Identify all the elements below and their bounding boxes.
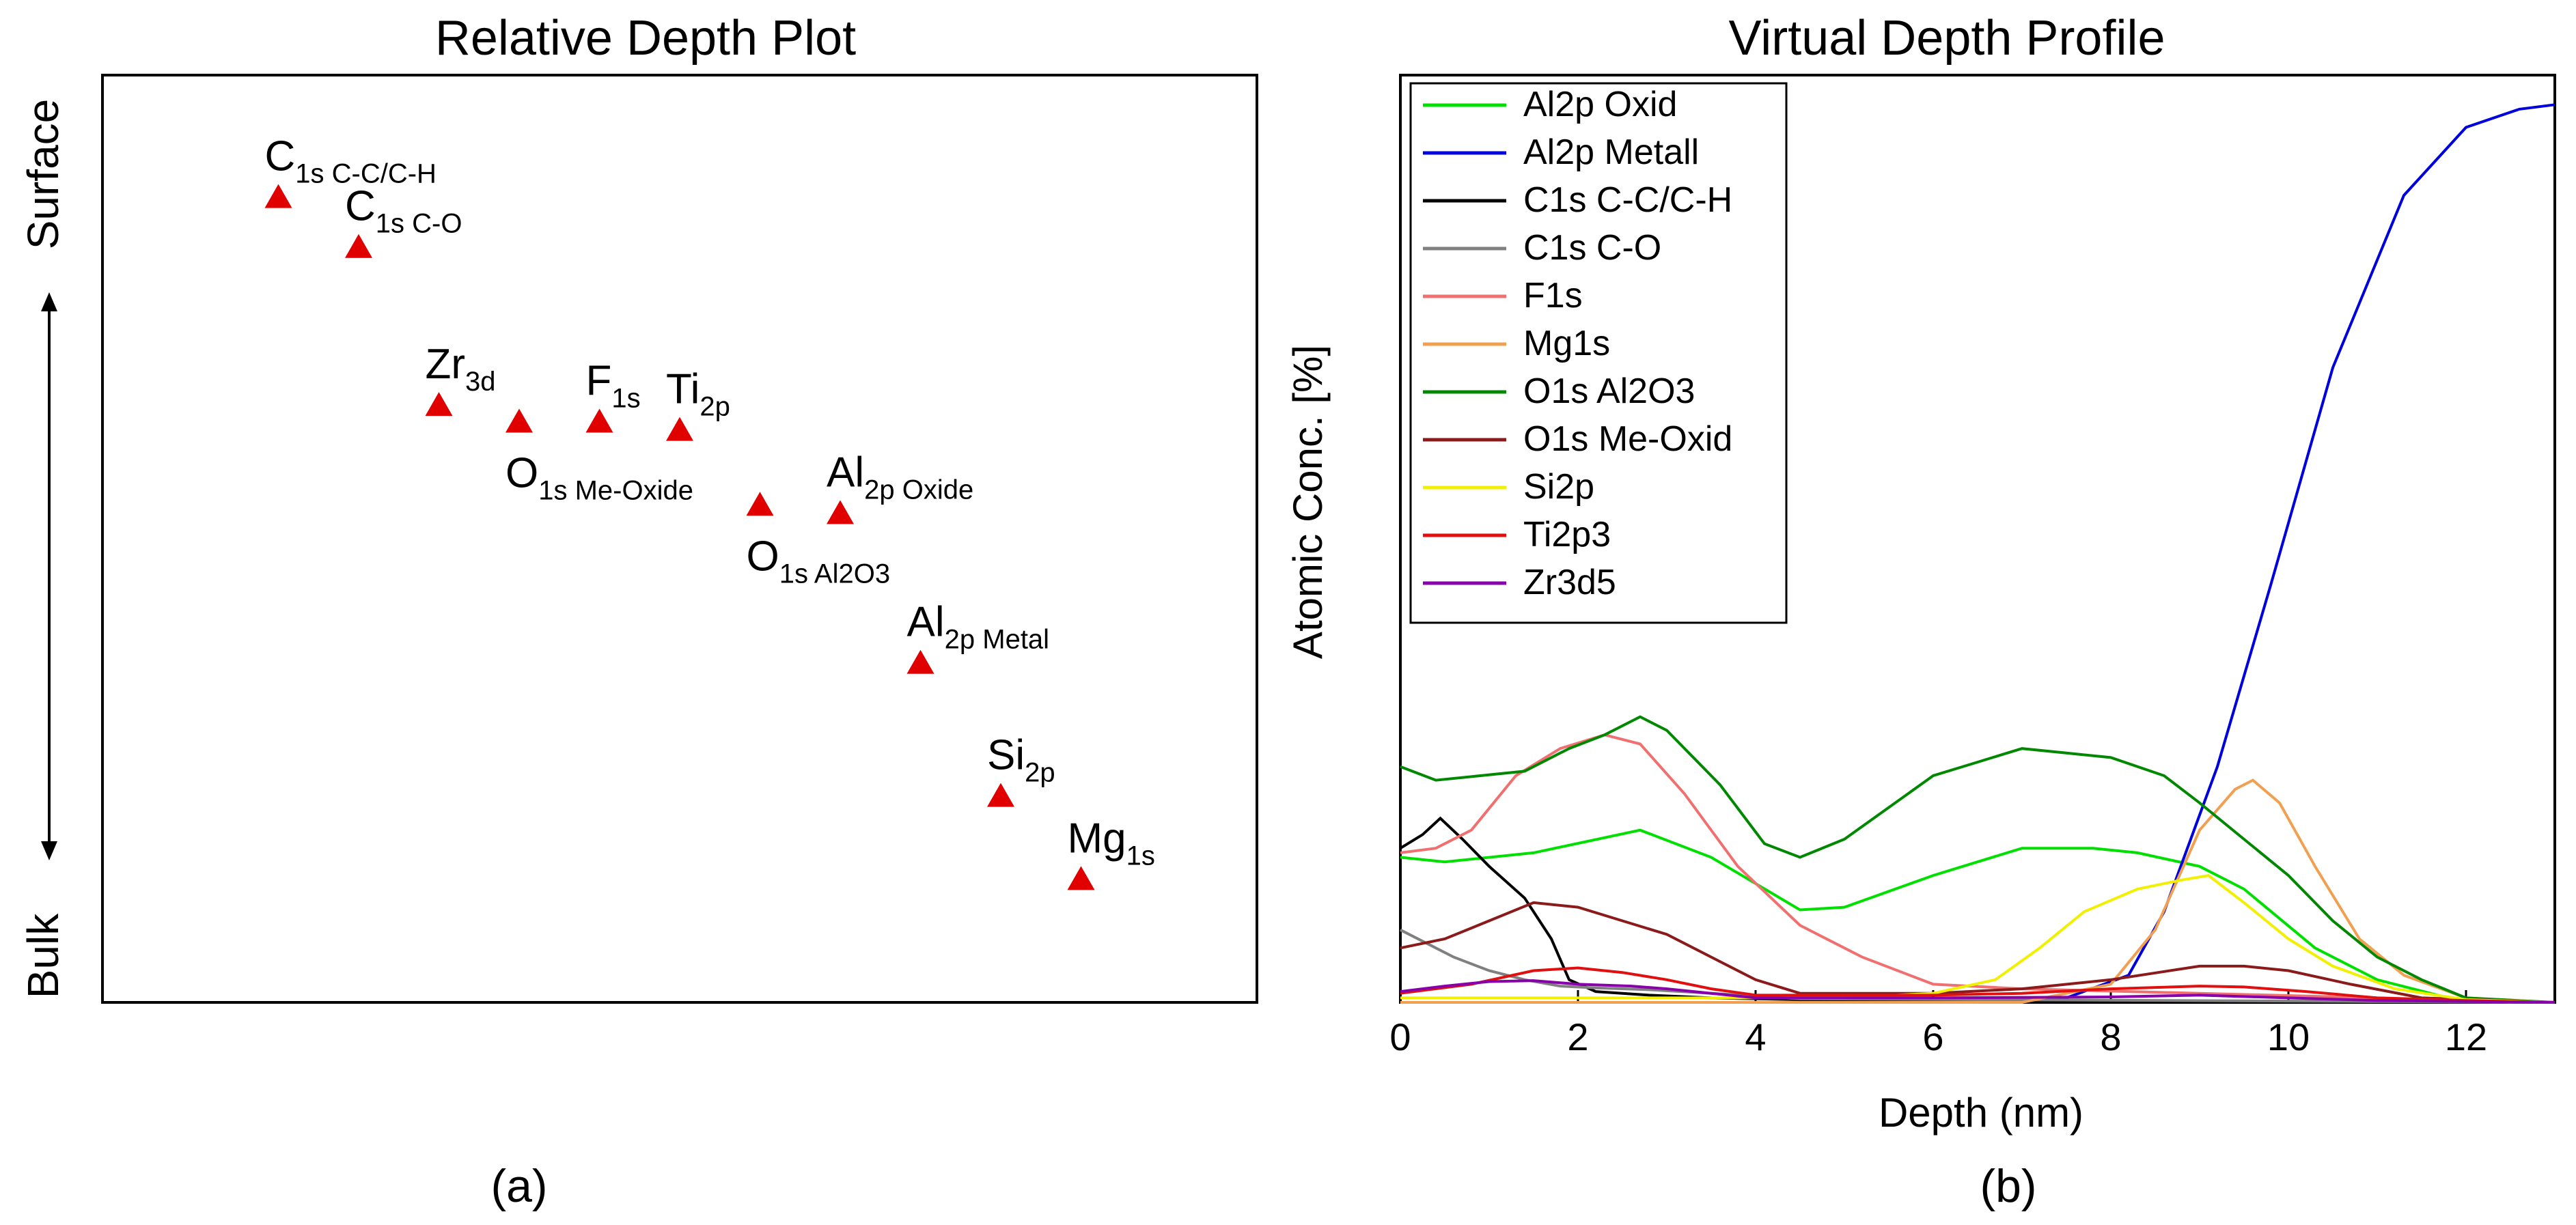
point-label-sub-7: 2p Oxide — [864, 475, 973, 505]
x-tick-label-3: 6 — [1922, 1015, 1943, 1058]
point-label-sub-0: 1s C-C/C-H — [295, 159, 437, 189]
chart-b-title: Virtual Depth Profile — [1729, 11, 2165, 66]
marker-6 — [746, 492, 774, 516]
marker-0 — [264, 184, 292, 208]
point-label-7: Al2p Oxide — [827, 449, 973, 505]
point-label-base-2: Zr — [426, 341, 466, 388]
surface-label: Surface — [18, 99, 68, 250]
chart-b-x-ticks: 0 2 4 6 8 10 12 — [1389, 990, 2487, 1058]
series-line-ti2p3 — [1400, 966, 2556, 1004]
point-label-sub-9: 2p — [1025, 758, 1055, 788]
point-label-base-8: Al — [907, 599, 945, 646]
legend-label-2: C1s C-C/C-H — [1523, 180, 1732, 220]
point-label-10: Mg1s — [1068, 815, 1155, 871]
point-label-sub-8: 2p Metal — [945, 625, 1049, 655]
point-label-base-3: O — [505, 449, 538, 496]
point-label-base-4: F — [586, 357, 612, 404]
legend-label-8: Si2p — [1523, 467, 1594, 507]
panel-label-a: (a) — [490, 1160, 547, 1212]
legend-label-9: Ti2p3 — [1523, 515, 1611, 554]
bulk-label: Bulk — [18, 913, 68, 999]
point-label-6: O1s Al2O3 — [747, 533, 891, 589]
marker-10 — [1067, 866, 1095, 890]
x-tick-label-1: 2 — [1567, 1015, 1588, 1058]
point-label-sub-10: 1s — [1126, 841, 1155, 871]
marker-4 — [585, 408, 613, 433]
legend-label-10: Zr3d5 — [1523, 563, 1616, 602]
series-line-c1s-c-c-c-h — [1399, 816, 2556, 1004]
series-line-o1s-me-oxid — [1400, 901, 2556, 1004]
x-tick-label-2: 4 — [1745, 1015, 1766, 1058]
marker-9 — [987, 783, 1014, 807]
legend-label-3: C1s C-O — [1523, 228, 1661, 268]
marker-7 — [827, 500, 854, 524]
panel-label-a-text: (a) — [490, 1160, 547, 1212]
chart-b-series — [1399, 103, 2556, 1004]
legend-label-5: Mg1s — [1523, 324, 1610, 363]
point-label-base-0: C — [265, 133, 296, 180]
point-label-0: C1s C-C/C-H — [265, 133, 437, 189]
point-label-4: F1s — [586, 357, 641, 413]
x-tick-label-5: 10 — [2267, 1015, 2310, 1058]
marker-2 — [425, 392, 453, 417]
legend-box — [1409, 82, 1788, 624]
panel-label-b: (b) — [1980, 1160, 2036, 1212]
relative-depth-plot: Relative Depth Plot Surface Bulk C1s C-C… — [18, 11, 1258, 1004]
legend-label-0: Al2p Oxid — [1523, 85, 1677, 124]
x-tick-label-0: 0 — [1389, 1015, 1411, 1058]
marker-5 — [666, 417, 693, 441]
point-label-3: O1s Me-Oxide — [505, 449, 693, 505]
chart-a-frame — [101, 74, 1258, 1004]
point-label-sub-6: 1s Al2O3 — [779, 559, 890, 589]
point-label-base-7: Al — [827, 449, 864, 496]
point-label-base-1: C — [345, 183, 376, 230]
point-label-base-9: Si — [987, 732, 1025, 779]
chart-b-xlabel: Depth (nm) — [1879, 1090, 2083, 1136]
point-label-sub-3: 1s Me-Oxide — [538, 475, 693, 505]
point-label-sub-2: 3d — [465, 367, 496, 397]
point-label-sub-5: 2p — [700, 392, 730, 422]
legend-label-4: F1s — [1523, 276, 1583, 315]
point-label-sub-1: 1s C-O — [376, 209, 462, 239]
series-line-si2p — [1400, 873, 2556, 1004]
series-line-o1s-al2o3 — [1400, 715, 2556, 1004]
marker-3 — [505, 408, 533, 433]
x-tick-label-6: 12 — [2445, 1015, 2487, 1058]
point-label-9: Si2p — [987, 732, 1055, 788]
point-label-1: C1s C-O — [345, 183, 462, 239]
chart-b-ylabel: Atomic Conc. [%] — [1285, 345, 1331, 659]
x-tick-label-4: 8 — [2100, 1015, 2121, 1058]
panel-label-b-text: (b) — [1980, 1160, 2036, 1212]
point-label-2: Zr3d — [426, 341, 496, 397]
chart-a-title: Relative Depth Plot — [435, 11, 856, 66]
marker-1 — [345, 234, 372, 258]
point-label-5: Ti2p — [666, 366, 730, 422]
chart-b-legend: Al2p Oxid Al2p Metall C1s C-C/C-H C1s C-O F1… — [1409, 82, 1788, 624]
series-line-al2p-oxid — [1400, 828, 2511, 1004]
legend-label-1: Al2p Metall — [1523, 132, 1699, 172]
point-label-8: Al2p Metal — [907, 599, 1050, 655]
point-label-base-6: O — [747, 533, 779, 580]
series-line-f1s — [1400, 733, 2556, 1004]
legend-label-6: O1s Al2O3 — [1523, 371, 1695, 411]
point-label-base-10: Mg — [1068, 815, 1126, 862]
marker-8 — [906, 649, 934, 674]
point-label-base-5: Ti — [666, 366, 700, 413]
direction-arrow — [41, 292, 57, 860]
series-line-mg1s — [1400, 778, 2556, 1004]
virtual-depth-profile: Virtual Depth Profile Atomic Conc. [%] D… — [1285, 11, 2556, 1136]
legend-label-7: O1s Me-Oxid — [1523, 419, 1732, 459]
series-line-zr3d5 — [1400, 979, 2556, 1004]
point-label-sub-4: 1s — [611, 383, 640, 413]
